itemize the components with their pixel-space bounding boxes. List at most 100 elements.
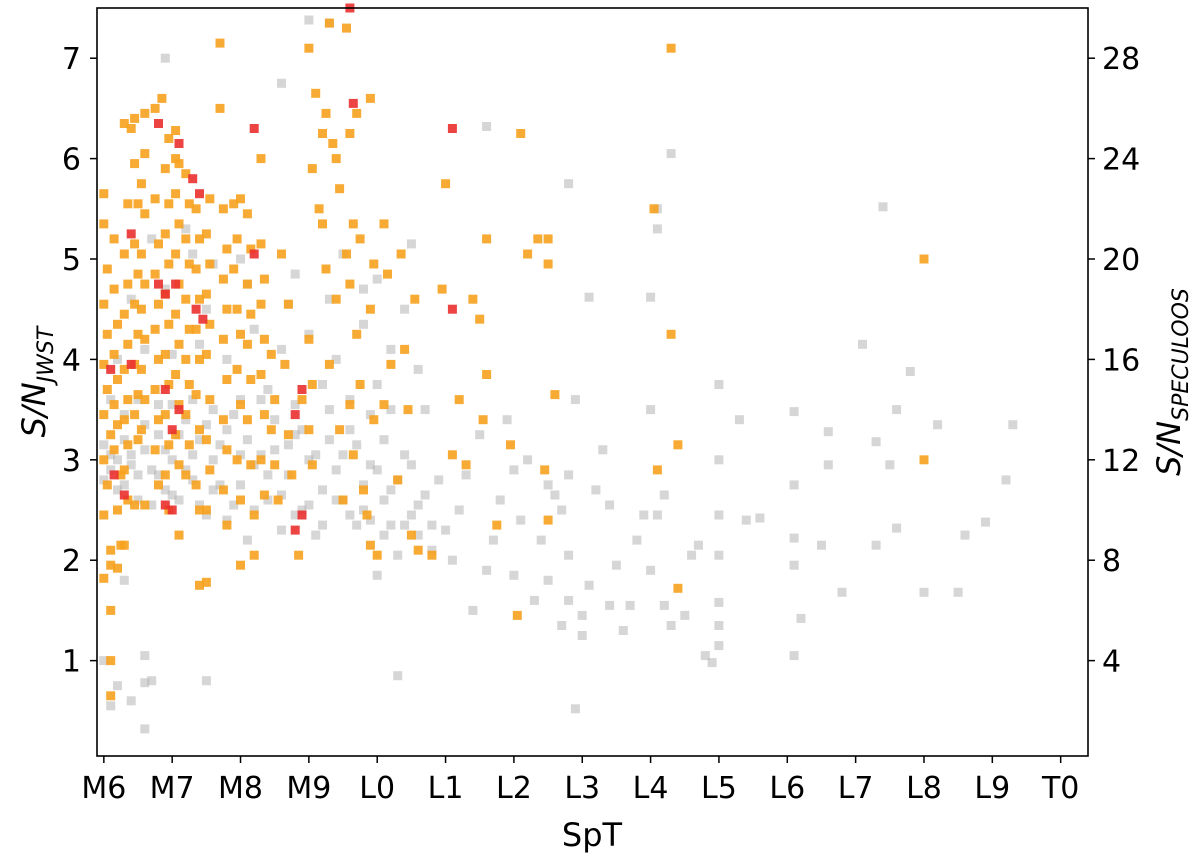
orange-data-point [318, 129, 327, 138]
gray-data-point [823, 460, 833, 470]
gray-data-point [119, 575, 129, 585]
gray-data-point [297, 505, 307, 515]
gray-data-point [140, 724, 150, 734]
gray-data-point [960, 530, 970, 540]
y-right-tick-label: 16 [1102, 343, 1140, 378]
orange-data-point [246, 460, 256, 470]
orange-data-point [160, 229, 170, 239]
orange-data-point [164, 259, 174, 269]
gray-data-point [570, 395, 580, 405]
red-data-point [249, 249, 259, 259]
orange-data-point [345, 400, 355, 410]
gray-data-point [543, 575, 553, 585]
gray-data-point [119, 410, 129, 420]
gray-data-point [400, 520, 410, 530]
orange-data-point [99, 359, 109, 369]
orange-data-point [160, 164, 170, 174]
gray-data-point [981, 517, 990, 527]
gray-data-point [687, 550, 697, 560]
gray-data-point [892, 405, 902, 415]
orange-data-point [256, 239, 266, 249]
gray-data-point [133, 395, 143, 405]
orange-data-point [99, 189, 109, 199]
red-data-point [191, 304, 201, 314]
red-data-point [174, 139, 184, 148]
orange-data-point [99, 219, 109, 229]
gray-data-point [789, 407, 799, 417]
orange-data-point [181, 410, 191, 420]
orange-data-point [222, 445, 232, 455]
gray-data-point [605, 600, 615, 610]
y-right-tick-label: 8 [1102, 544, 1121, 579]
orange-data-point [195, 234, 204, 244]
orange-data-point [184, 440, 194, 450]
orange-data-point [171, 430, 181, 440]
gray-data-point [652, 510, 662, 520]
gray-data-point [598, 445, 608, 455]
orange-data-point [297, 395, 307, 405]
orange-data-point [136, 425, 146, 435]
orange-data-point [106, 656, 116, 666]
gray-data-point [611, 560, 621, 570]
gray-data-point [577, 610, 587, 620]
gray-data-point [557, 621, 567, 630]
orange-data-point [99, 510, 109, 520]
orange-data-point [413, 545, 423, 555]
orange-data-point [236, 560, 245, 570]
orange-data-point [174, 159, 184, 169]
gray-data-point [400, 450, 410, 460]
orange-data-point [222, 304, 232, 314]
gray-data-point [188, 475, 198, 485]
gray-data-point [318, 380, 327, 389]
orange-data-point [242, 339, 252, 349]
orange-data-point [181, 354, 191, 364]
orange-data-point [482, 370, 492, 379]
gray-data-point [154, 470, 163, 480]
gray-data-point [215, 440, 225, 450]
orange-data-point [99, 455, 109, 465]
gray-data-point [126, 294, 136, 304]
x-tick-label: M8 [218, 771, 263, 806]
orange-data-point [150, 445, 160, 455]
orange-data-point [181, 234, 191, 244]
orange-data-point [106, 545, 116, 555]
gray-data-point [420, 405, 430, 415]
orange-data-point [232, 304, 242, 314]
gray-data-point [304, 455, 314, 465]
gray-data-point [379, 530, 389, 540]
red-data-point [348, 98, 358, 108]
orange-data-point [400, 344, 410, 354]
gray-data-point [447, 555, 457, 565]
x-tick-label: L6 [769, 771, 805, 806]
orange-data-point [201, 229, 211, 239]
orange-data-point [218, 415, 228, 425]
orange-data-point [365, 540, 375, 550]
gray-data-point [181, 415, 191, 425]
gray-data-point [201, 676, 211, 686]
gray-data-point [878, 202, 888, 212]
orange-data-point [386, 359, 396, 369]
gray-data-point [160, 445, 170, 455]
orange-data-point [406, 530, 416, 540]
gray-data-point [789, 480, 799, 490]
orange-data-point [666, 43, 676, 53]
orange-data-point [342, 249, 351, 259]
gray-data-point [99, 656, 109, 666]
gray-data-point [796, 613, 806, 623]
gray-data-point [406, 510, 416, 520]
orange-data-point [482, 234, 492, 244]
orange-data-point [919, 254, 929, 264]
gray-data-point [106, 701, 116, 711]
orange-data-point [133, 329, 143, 339]
orange-data-point [266, 349, 276, 359]
orange-data-point [249, 550, 259, 560]
gray-data-point [208, 455, 218, 465]
orange-data-point [113, 563, 122, 573]
orange-data-point [441, 179, 451, 189]
orange-data-point [160, 349, 170, 359]
gray-data-point [154, 400, 163, 410]
x-tick-label: L1 [428, 771, 464, 806]
gray-data-point [290, 430, 300, 440]
orange-data-point [99, 410, 109, 420]
orange-data-point [150, 194, 160, 204]
